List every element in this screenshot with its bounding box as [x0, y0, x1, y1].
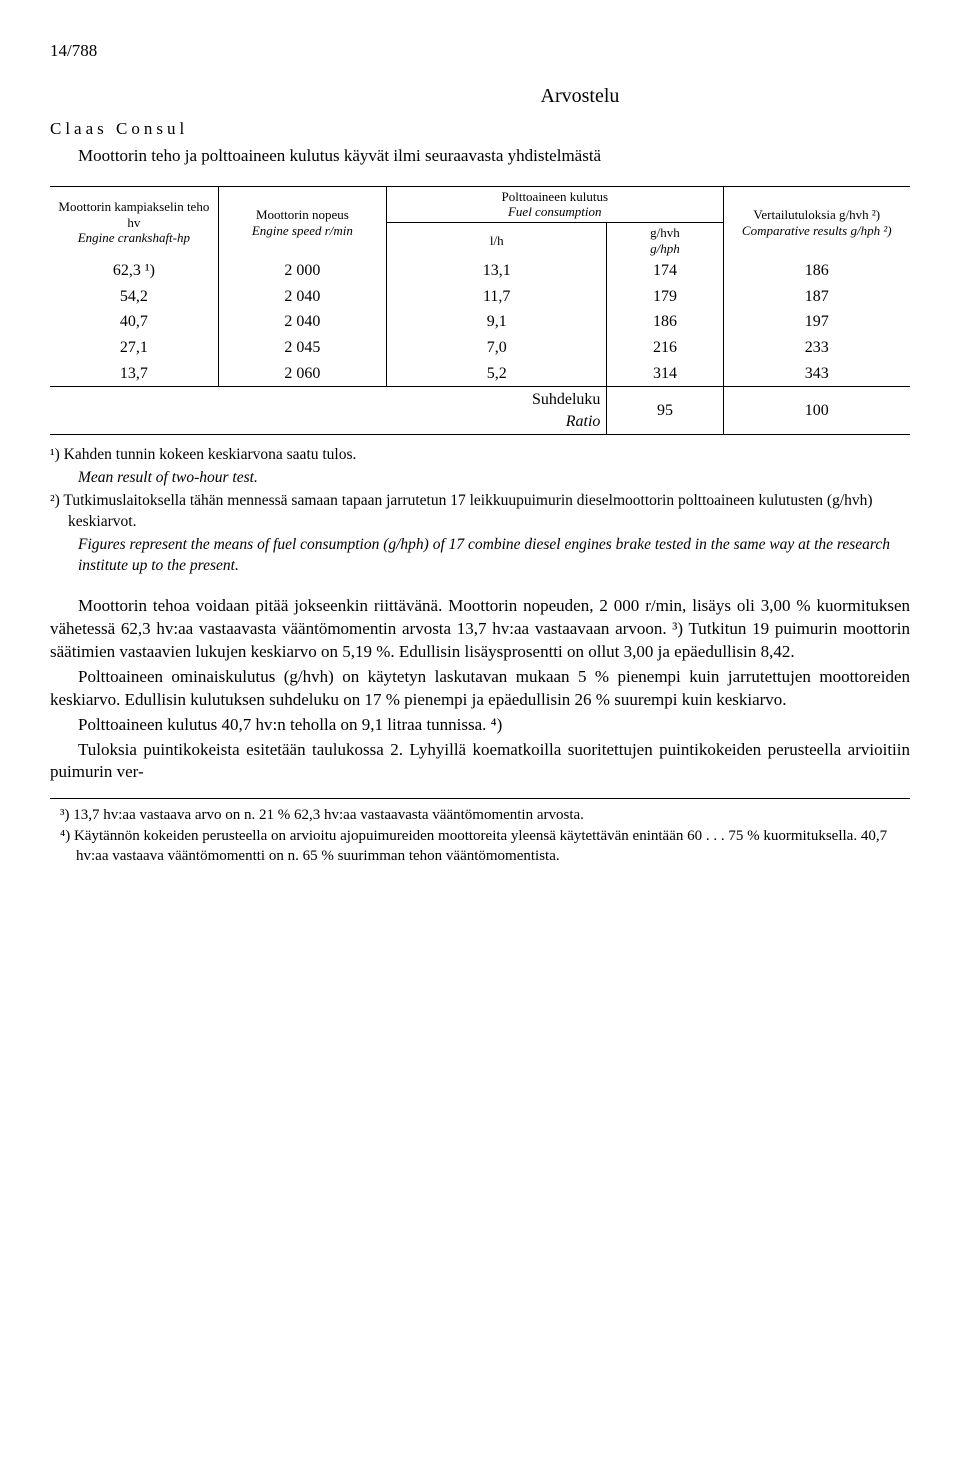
cell-hv: 40,7: [50, 309, 218, 335]
cell-ghvh: 179: [607, 284, 723, 310]
bottom-footnotes: ³) 13,7 hv:aa vastaava arvo on n. 21 % 6…: [50, 798, 910, 866]
cell-rpm: 2 045: [218, 335, 386, 361]
col2-header-fi: Moottorin nopeus: [256, 207, 349, 222]
table-footnotes: ¹) Kahden tunnin kokeen keskiarvona saat…: [50, 445, 910, 577]
body-text: Moottorin tehoa voidaan pitää jokseenkin…: [50, 595, 910, 785]
table-row: 62,3 ¹) 2 000 13,1 174 186: [50, 258, 910, 284]
col1-header-en: Engine crankshaft-hp: [78, 230, 190, 245]
col3b-header-bot: g/hph: [650, 241, 680, 256]
ratio-row: Suhdeluku Ratio 95 100: [50, 387, 910, 435]
paragraph-1: Moottorin tehoa voidaan pitää jokseenkin…: [50, 595, 910, 664]
col3-group-fi: Polttoaineen kulutus: [501, 189, 608, 204]
col2-header-en: Engine speed r/min: [252, 223, 353, 238]
table-row: 27,1 2 045 7,0 216 233: [50, 335, 910, 361]
ratio-label-en: Ratio: [566, 413, 601, 430]
cell-hv: 27,1: [50, 335, 218, 361]
page-number: 14/788: [50, 40, 910, 63]
bottom-note-3: ³) 13,7 hv:aa vastaava arvo on n. 21 % 6…: [50, 805, 910, 825]
cell-hv: 62,3 ¹): [50, 258, 218, 284]
footnote-2-fi: ²) Tutkimuslaitoksella tähän mennessä sa…: [50, 491, 910, 533]
paragraph-2: Polttoaineen ominaiskulutus (g/hvh) on k…: [50, 666, 910, 712]
cell-rpm: 2 000: [218, 258, 386, 284]
footnote-2-en: Figures represent the means of fuel cons…: [50, 535, 910, 577]
col4-header-fi: Vertailutuloksia g/hvh ²): [753, 207, 880, 222]
paragraph-4: Tuloksia puintikokeista esitetään tauluk…: [50, 739, 910, 785]
cell-lh: 11,7: [387, 284, 607, 310]
col3b-header-top: g/hvh: [650, 225, 680, 240]
cell-ghvh: 314: [607, 361, 723, 387]
section-title: Arvostelu: [250, 83, 910, 110]
cell-comp: 233: [723, 335, 910, 361]
brand-name: Claas Consul: [50, 119, 188, 138]
cell-hv: 13,7: [50, 361, 218, 387]
footnote-1-fi: ¹) Kahden tunnin kokeen keskiarvona saat…: [50, 445, 910, 466]
cell-rpm: 2 060: [218, 361, 386, 387]
cell-hv: 54,2: [50, 284, 218, 310]
cell-rpm: 2 040: [218, 309, 386, 335]
cell-lh: 5,2: [387, 361, 607, 387]
col3a-header: l/h: [490, 233, 504, 248]
cell-comp: 187: [723, 284, 910, 310]
cell-comp: 197: [723, 309, 910, 335]
bottom-note-4: ⁴) Käytännön kokeiden perusteella on arv…: [50, 826, 910, 867]
cell-comp: 186: [723, 258, 910, 284]
cell-comp: 343: [723, 361, 910, 387]
paragraph-3: Polttoaineen kulutus 40,7 hv:n teholla o…: [50, 714, 910, 737]
cell-lh: 9,1: [387, 309, 607, 335]
table-row: 13,7 2 060 5,2 314 343: [50, 361, 910, 387]
cell-ghvh: 174: [607, 258, 723, 284]
col3-group-en: Fuel consumption: [508, 204, 602, 219]
cell-lh: 7,0: [387, 335, 607, 361]
cell-ghvh: 186: [607, 309, 723, 335]
table-row: 54,2 2 040 11,7 179 187: [50, 284, 910, 310]
ratio-comp: 100: [723, 387, 910, 435]
data-table: Moottorin kampiakselin teho hv Engine cr…: [50, 186, 910, 436]
ratio-value: 95: [607, 387, 723, 435]
col4-header-en: Comparative results g/hph ²): [742, 223, 892, 238]
cell-lh: 13,1: [387, 258, 607, 284]
intro-text: Moottorin teho ja polttoaineen kulutus k…: [50, 145, 910, 168]
footnote-1-en: Mean result of two-hour test.: [50, 468, 910, 489]
cell-ghvh: 216: [607, 335, 723, 361]
cell-rpm: 2 040: [218, 284, 386, 310]
col1-header-fi: Moottorin kampiakselin teho hv: [58, 199, 209, 230]
ratio-label-fi: Suhdeluku: [532, 391, 600, 408]
table-row: 40,7 2 040 9,1 186 197: [50, 309, 910, 335]
